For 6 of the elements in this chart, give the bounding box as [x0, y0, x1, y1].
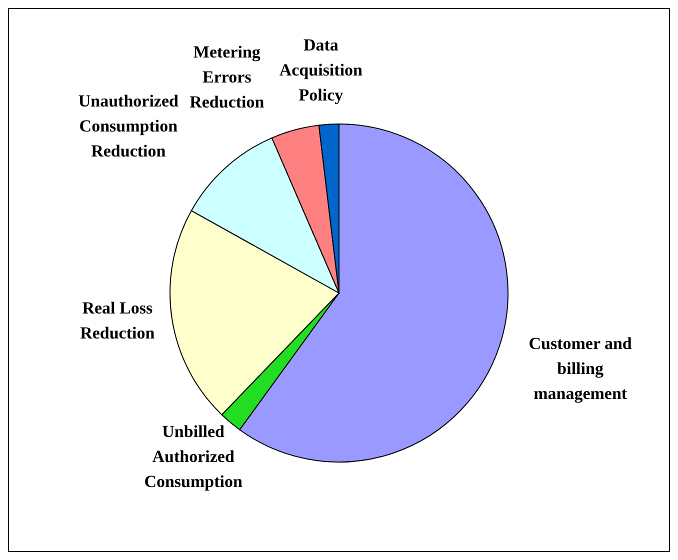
- slice-label: Data Acquisition Policy: [279, 34, 364, 104]
- slice-label: Customer and billing management: [528, 334, 632, 403]
- slice-label: Metering Errors Reduction: [190, 42, 265, 112]
- slice-label: Unauthorized Consumption Reduction: [78, 91, 180, 160]
- slice-label: Unbilled Authorized Consumption: [144, 421, 244, 490]
- slice-label: Real Loss Reduction: [80, 298, 156, 342]
